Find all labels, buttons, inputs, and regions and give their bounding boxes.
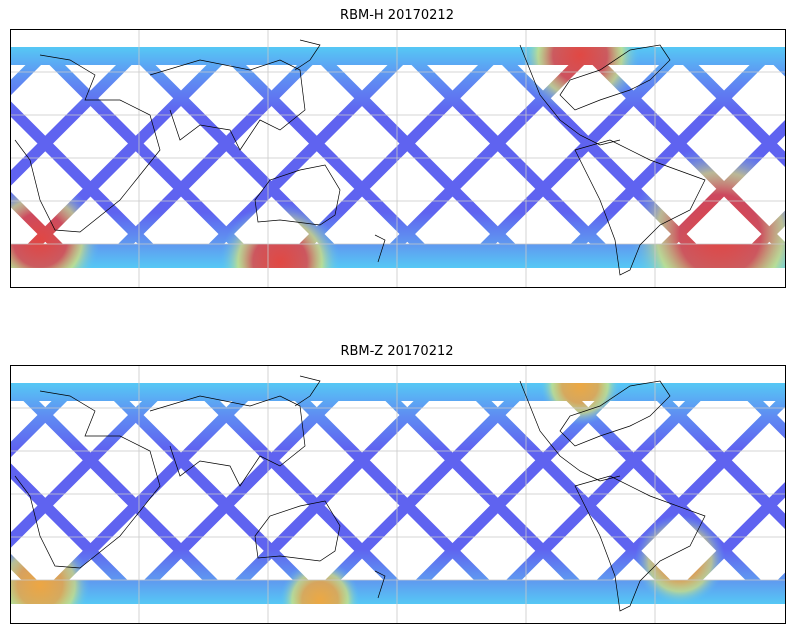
gridlines (10, 29, 785, 287)
satellite-tracks (0, 345, 785, 633)
coastlines (14, 375, 706, 612)
map-frame (10, 29, 786, 288)
high-flux-region (220, 202, 340, 322)
high-flux-region (630, 145, 794, 325)
map-panel-rbm-z (0, 345, 786, 633)
map-panel-rbm-h (0, 0, 794, 325)
high-flux-region (0, 535, 90, 633)
panel-title-rbm-h: RBM-H 20170212 (340, 8, 454, 23)
panel-title-rbm-z: RBM-Z 20170212 (340, 344, 454, 359)
high-flux-region (520, 0, 640, 115)
high-flux-region (635, 515, 725, 605)
map-frame (10, 365, 786, 624)
coastlines (14, 39, 706, 276)
gridlines (10, 365, 785, 623)
high-flux-region (280, 560, 360, 633)
high-flux-region (0, 180, 100, 300)
